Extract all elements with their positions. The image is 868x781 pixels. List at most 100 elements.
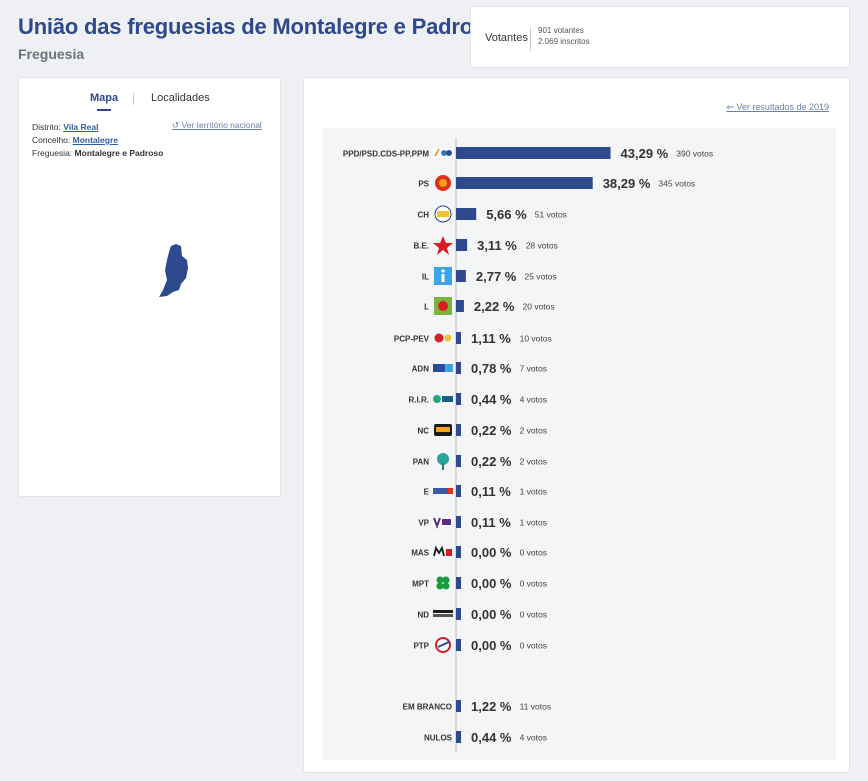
distrito-link[interactable]: Vila Real [63, 122, 99, 132]
adn-logo-icon [433, 364, 453, 372]
category-label: PAN [413, 458, 430, 467]
tab-divider [133, 93, 134, 105]
tab-localidades[interactable]: Localidades [151, 92, 210, 104]
previous-results-label: Ver resultados de 2019 [736, 102, 829, 112]
bar [456, 362, 461, 374]
concelho-link[interactable]: Montalegre [72, 135, 118, 145]
votes-label: 1 votos [520, 518, 547, 528]
bar [456, 393, 461, 405]
pan-logo-icon [437, 453, 449, 470]
category-label: IL [422, 273, 429, 282]
bar [456, 546, 461, 558]
category-label: ADN [412, 365, 430, 374]
results-panel: ⇐ Ver resultados de 2019 PPD/PSD.CDS-PP.… [303, 77, 850, 773]
concelho-label: Concelho: [32, 135, 71, 145]
category-label: NC [417, 427, 429, 436]
votes-label: 4 votos [520, 395, 547, 405]
percentage-label: 0,22 % [471, 454, 512, 469]
distrito-label: Distrito: [32, 122, 61, 132]
category-label: PPD/PSD.CDS-PP.PPM [343, 150, 429, 159]
national-territory-link[interactable]: ↺ Ver território nacional [172, 120, 262, 131]
percentage-label: 0,22 % [471, 423, 512, 438]
previous-results-link[interactable]: ⇐ Ver resultados de 2019 [726, 102, 829, 113]
votes-label: 4 votos [520, 733, 547, 743]
il-logo-icon [434, 267, 452, 285]
distrito-row: Distrito: Vila Real [32, 122, 98, 132]
percentage-label: 0,11 % [471, 484, 511, 499]
votes-label: 0 votos [520, 548, 547, 558]
votantes-count: 901 votantes [538, 26, 584, 35]
category-label: EM BRANCO [403, 703, 452, 712]
nd-logo-icon [433, 610, 453, 617]
category-label: E [424, 488, 430, 497]
votes-label: 345 votos [658, 179, 695, 189]
bar [456, 455, 461, 467]
percentage-label: 1,11 % [471, 331, 511, 346]
votes-label: 10 votos [520, 334, 552, 344]
bar [456, 700, 461, 712]
votes-label: 7 votos [520, 364, 547, 374]
category-label: NULOS [424, 734, 453, 743]
e-logo-icon [433, 488, 453, 494]
votes-label: 11 votos [520, 702, 552, 712]
bar [456, 608, 461, 620]
freguesia-map[interactable] [149, 238, 209, 308]
category-label: MAS [411, 549, 429, 558]
freguesia-value: Montalegre e Padroso [74, 148, 164, 158]
results-chart-area: PPD/PSD.CDS-PP.PPM 43,29 % 390 votos PS 38,2… [322, 128, 836, 760]
category-label: ND [417, 611, 429, 620]
be-logo-icon [433, 236, 453, 255]
page-title: União das freguesias de Montalegre e Pad… [18, 14, 499, 39]
arrow-left-icon: ⇐ [726, 102, 734, 112]
bar [456, 731, 461, 743]
mpt-logo-icon [436, 576, 450, 590]
concelho-row: Concelho: Montalegre [32, 135, 118, 145]
bar [456, 208, 477, 220]
volt-logo-icon [433, 517, 453, 529]
percentage-label: 5,66 % [486, 207, 527, 222]
ptp-logo-icon [435, 637, 451, 653]
votes-label: 1 votos [520, 487, 547, 497]
pcp-logo-icon [434, 333, 452, 343]
l-logo-icon [434, 297, 452, 315]
map-panel: Mapa Localidades Distrito: Vila Real ↺ V… [18, 77, 281, 497]
percentage-label: 2,77 % [476, 269, 517, 284]
percentage-label: 0,00 % [471, 576, 512, 591]
category-label: L [424, 303, 429, 312]
bar [456, 639, 461, 651]
freguesia-row: Freguesia: Montalegre e Padroso [32, 148, 163, 158]
rir-logo-icon [433, 395, 453, 403]
bar [456, 332, 461, 344]
percentage-label: 0,00 % [471, 607, 512, 622]
percentage-label: 0,44 % [471, 392, 512, 407]
divider [530, 27, 531, 51]
percentage-label: 1,22 % [471, 699, 512, 714]
category-label: B.E. [413, 242, 429, 251]
percentage-label: 0,44 % [471, 730, 512, 745]
bar [456, 300, 464, 312]
active-tab-indicator [97, 109, 111, 111]
ppd-logo-icon [433, 148, 453, 158]
votes-label: 390 votos [676, 149, 713, 159]
ps-logo-icon [435, 175, 451, 191]
nc-logo-icon [434, 424, 452, 436]
tab-mapa[interactable]: Mapa [90, 92, 119, 104]
page-subtitle: Freguesia [18, 46, 85, 62]
percentage-label: 43,29 % [621, 146, 669, 161]
freguesia-label: Freguesia: [32, 148, 73, 158]
votantes-box: Votantes 901 votantes 2.069 inscritos [470, 6, 850, 68]
national-territory-label: Ver território nacional [181, 120, 262, 130]
bar [456, 424, 461, 436]
percentage-label: 0,00 % [471, 545, 512, 560]
percentage-label: 38,29 % [603, 176, 651, 191]
category-label: PS [418, 180, 429, 189]
votes-label: 2 votos [520, 426, 547, 436]
results-bar-chart: PPD/PSD.CDS-PP.PPM 43,29 % 390 votos PS 38,2… [343, 138, 713, 753]
bar [456, 485, 461, 497]
category-label: R.I.R. [409, 396, 429, 405]
votes-label: 0 votos [520, 641, 547, 651]
bar [456, 516, 461, 528]
votes-label: 51 votos [535, 210, 567, 220]
votes-label: 28 votos [526, 241, 558, 251]
percentage-label: 3,11 % [477, 238, 517, 253]
